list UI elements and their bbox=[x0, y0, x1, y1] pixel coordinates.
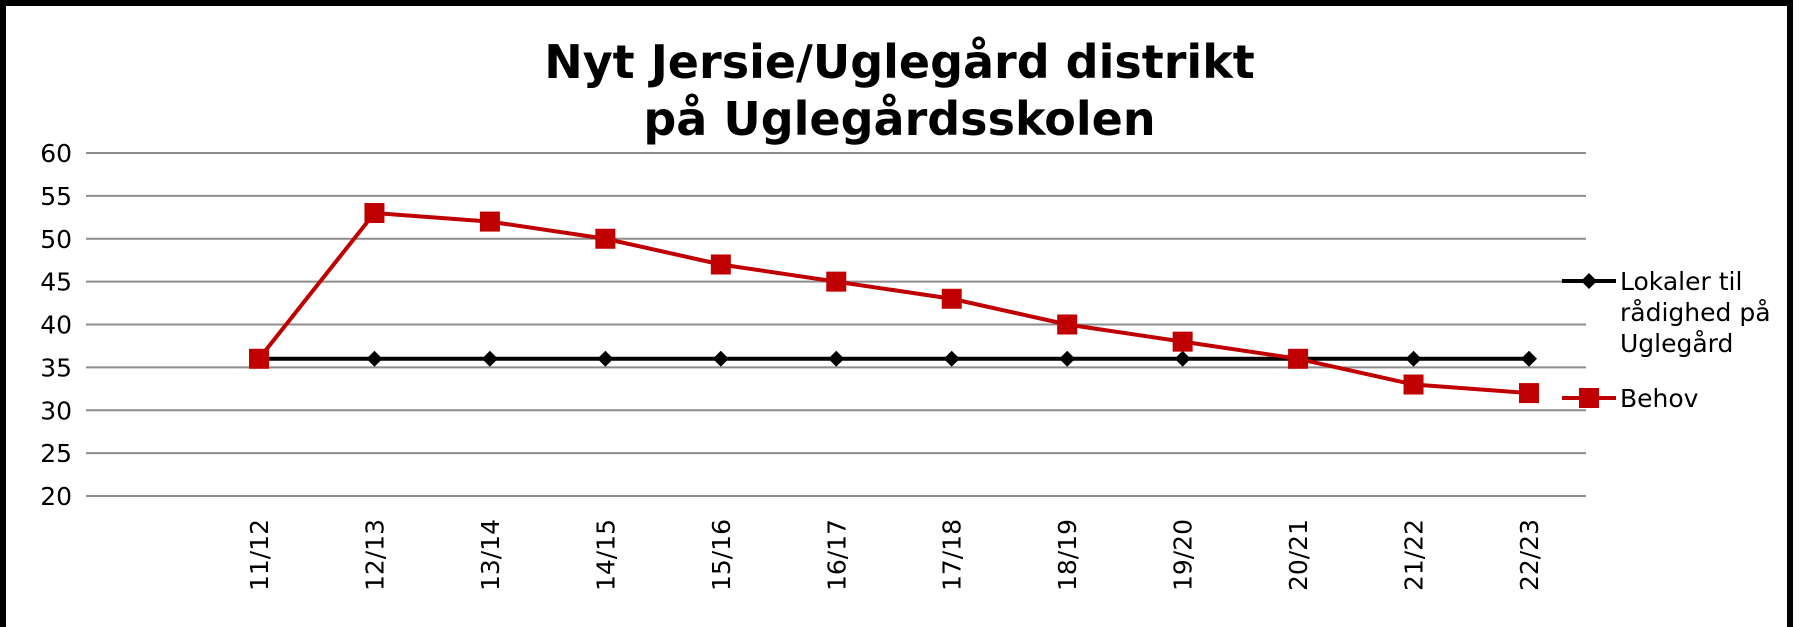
x-tick-label: 11/12 bbox=[245, 519, 274, 591]
data-point bbox=[1519, 383, 1539, 404]
x-tick-label: 13/14 bbox=[476, 519, 505, 591]
y-tick-label: 35 bbox=[40, 353, 72, 382]
x-tick-label: 19/20 bbox=[1169, 519, 1198, 591]
y-tick-label: 55 bbox=[40, 182, 72, 211]
data-point bbox=[710, 254, 731, 275]
data-point bbox=[1403, 374, 1424, 395]
data-point bbox=[595, 228, 616, 249]
legend-marker bbox=[1581, 273, 1597, 289]
y-tick-label: 40 bbox=[40, 311, 72, 340]
data-point bbox=[1174, 350, 1191, 367]
x-tick-label: 22/23 bbox=[1515, 519, 1544, 591]
series-line bbox=[257, 210, 1530, 396]
data-point bbox=[366, 350, 383, 367]
x-tick-label: 15/16 bbox=[707, 519, 736, 591]
data-point bbox=[1521, 350, 1537, 367]
chart-title: Nyt Jersie/Uglegård distrikt på Uglegård… bbox=[544, 35, 1255, 146]
data-point bbox=[249, 348, 269, 369]
data-point bbox=[712, 350, 729, 367]
legend-label: Behov bbox=[1620, 384, 1699, 413]
x-tick-label: 16/17 bbox=[822, 519, 851, 591]
data-point bbox=[1057, 314, 1078, 335]
y-tick-label: 20 bbox=[40, 482, 72, 511]
y-tick-label: 25 bbox=[40, 439, 72, 468]
y-tick-label: 50 bbox=[40, 225, 72, 254]
data-point bbox=[1059, 350, 1076, 367]
data-point bbox=[828, 350, 845, 367]
x-tick-label: 20/21 bbox=[1284, 519, 1313, 591]
data-point bbox=[941, 288, 962, 309]
data-point bbox=[943, 350, 960, 367]
data-point bbox=[597, 350, 614, 367]
data-point bbox=[364, 203, 385, 224]
data-point bbox=[1405, 350, 1422, 367]
x-tick-label: 17/18 bbox=[938, 519, 967, 591]
y-tick-label: 30 bbox=[40, 396, 72, 425]
data-point bbox=[481, 350, 498, 367]
x-tick-label: 14/15 bbox=[591, 519, 620, 591]
data-point bbox=[1288, 348, 1309, 369]
data-point bbox=[826, 271, 847, 292]
y-tick-label: 45 bbox=[40, 268, 72, 297]
legend-label: Lokaler til rådighed på Uglegård bbox=[1620, 267, 1771, 358]
x-tick-label: 12/13 bbox=[360, 519, 389, 591]
data-point bbox=[479, 211, 500, 232]
x-tick-label: 18/19 bbox=[1053, 519, 1082, 591]
legend-marker bbox=[1579, 388, 1599, 408]
data-point bbox=[1172, 331, 1193, 352]
y-tick-label: 60 bbox=[40, 139, 72, 168]
x-tick-label: 21/22 bbox=[1400, 519, 1429, 591]
